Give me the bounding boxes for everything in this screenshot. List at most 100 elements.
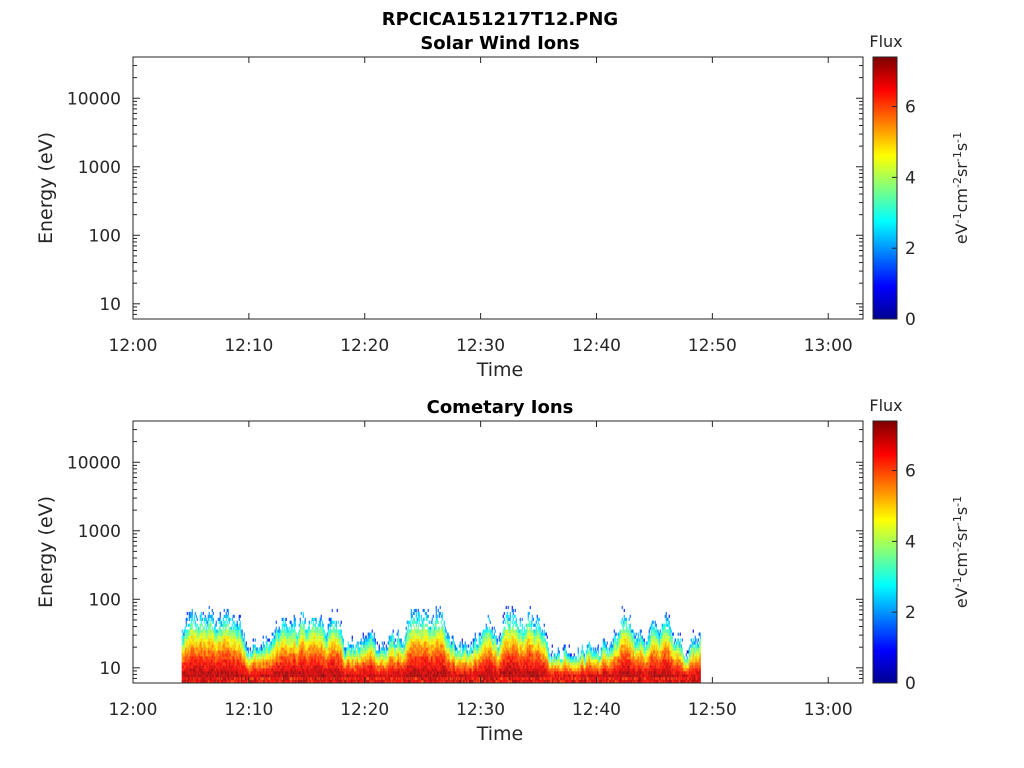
spectrogram-cell bbox=[393, 680, 395, 684]
spectrogram-cell bbox=[418, 635, 420, 639]
spectrogram-cell bbox=[189, 650, 191, 654]
spectrogram-cell bbox=[328, 662, 330, 666]
spectrogram-cell bbox=[442, 668, 444, 672]
spectrogram-cell bbox=[368, 635, 370, 639]
spectrogram-cell bbox=[229, 644, 231, 648]
spectrogram-cell bbox=[295, 659, 297, 663]
spectrogram-cell bbox=[340, 653, 342, 657]
spectrogram-cell bbox=[381, 674, 383, 678]
spectrogram-cell bbox=[268, 650, 270, 654]
spectrogram-cell bbox=[298, 629, 300, 633]
spectrogram-cell bbox=[442, 632, 444, 636]
spectrogram-cell bbox=[192, 665, 194, 669]
spectrogram-cell bbox=[350, 665, 352, 669]
spectrogram-cell bbox=[202, 677, 204, 681]
spectrogram-cell bbox=[387, 659, 389, 663]
spectrogram-cell bbox=[249, 647, 251, 651]
spectrogram-cell bbox=[384, 650, 386, 654]
spectrogram-cell bbox=[307, 665, 309, 669]
spectrogram-cell bbox=[410, 656, 412, 660]
spectrogram-cell bbox=[243, 641, 245, 645]
spectrogram-cell bbox=[389, 659, 391, 663]
spectrogram-cell bbox=[203, 632, 205, 636]
spectrogram-cell bbox=[327, 659, 329, 663]
spectrogram-cell bbox=[231, 659, 233, 663]
spectrogram-cell bbox=[184, 656, 186, 660]
y-tick-label: 10000 bbox=[67, 89, 121, 109]
spectrogram-cell bbox=[253, 662, 255, 666]
spectrogram-cell bbox=[203, 677, 205, 681]
spectrogram-cell bbox=[299, 647, 301, 651]
spectrogram-cell bbox=[334, 662, 336, 666]
spectrogram-cell bbox=[223, 644, 225, 648]
spectrogram-cell bbox=[312, 677, 314, 681]
spectrogram-cell bbox=[423, 641, 425, 645]
spectrogram-cell bbox=[377, 677, 379, 681]
spectrogram-cell bbox=[413, 656, 415, 660]
spectrogram-cell bbox=[431, 647, 433, 651]
colorbar-segment bbox=[873, 109, 897, 112]
spectrogram-cell bbox=[184, 644, 186, 648]
spectrogram-cell bbox=[436, 641, 438, 645]
spectrogram-cell bbox=[215, 677, 217, 681]
spectrogram-cell bbox=[305, 671, 307, 675]
unit-symbol: s bbox=[952, 143, 971, 151]
spectrogram-cell bbox=[202, 611, 204, 616]
spectrogram-cell bbox=[415, 608, 417, 613]
spectrogram-cell bbox=[270, 662, 272, 666]
spectrogram-cell bbox=[219, 641, 221, 645]
spectrogram-cell bbox=[345, 680, 347, 684]
spectrogram-cell bbox=[434, 680, 436, 684]
spectrogram-cell bbox=[402, 671, 404, 675]
spectrogram-cell bbox=[417, 644, 419, 648]
spectrogram-cell bbox=[292, 662, 294, 666]
spectrogram-cell bbox=[212, 611, 214, 616]
spectrogram-cell bbox=[190, 611, 192, 616]
spectrogram-cell bbox=[249, 671, 251, 675]
spectrogram-cell bbox=[316, 632, 318, 636]
spectrogram-cell bbox=[423, 653, 425, 657]
spectrogram-cell bbox=[331, 668, 333, 672]
spectrogram-cell bbox=[434, 668, 436, 672]
spectrogram-cell bbox=[443, 638, 445, 642]
spectrogram-cell bbox=[260, 653, 262, 657]
spectrogram-cell bbox=[289, 671, 291, 675]
spectrogram-cell bbox=[366, 680, 368, 684]
spectrogram-cell bbox=[261, 674, 263, 678]
spectrogram-cell bbox=[302, 626, 304, 630]
spectrogram-cell bbox=[307, 656, 309, 660]
spectrogram-cell bbox=[335, 635, 337, 639]
spectrogram-cell bbox=[189, 614, 191, 618]
spectrogram-cell bbox=[389, 677, 391, 681]
spectrogram-cell bbox=[419, 647, 421, 651]
spectrogram-cell bbox=[413, 659, 415, 663]
spectrogram-cell bbox=[286, 668, 288, 672]
spectrogram-cell bbox=[387, 665, 389, 669]
spectrogram-cell bbox=[236, 656, 238, 660]
spectrogram-cell bbox=[280, 665, 282, 669]
spectrogram-cell bbox=[339, 650, 341, 654]
spectrogram-cell bbox=[317, 680, 319, 684]
spectrogram-cell bbox=[415, 629, 417, 633]
spectrogram-cell bbox=[278, 668, 280, 672]
spectrogram-cell bbox=[307, 650, 309, 654]
spectrogram-cell bbox=[373, 638, 375, 642]
spectrogram-cell bbox=[208, 632, 210, 636]
spectrogram-cell bbox=[360, 659, 362, 663]
spectrogram-cell bbox=[410, 653, 412, 657]
spectrogram-cell bbox=[425, 647, 427, 651]
spectrogram-cell bbox=[191, 650, 193, 654]
spectrogram-cell bbox=[240, 635, 242, 639]
spectrogram-cell bbox=[260, 647, 262, 651]
spectrogram-cell bbox=[219, 611, 221, 616]
spectrogram-cell bbox=[189, 656, 191, 660]
spectrogram-cell bbox=[252, 644, 254, 648]
colorbar-segment bbox=[873, 260, 897, 263]
spectrogram-cell bbox=[294, 665, 296, 669]
spectrogram-cell bbox=[287, 647, 289, 651]
spectrogram-cell bbox=[414, 644, 416, 648]
spectrogram-cell bbox=[421, 677, 423, 681]
spectrogram-cell bbox=[183, 677, 185, 681]
spectrogram-cell bbox=[437, 668, 439, 672]
colorbar-segment bbox=[873, 139, 897, 143]
